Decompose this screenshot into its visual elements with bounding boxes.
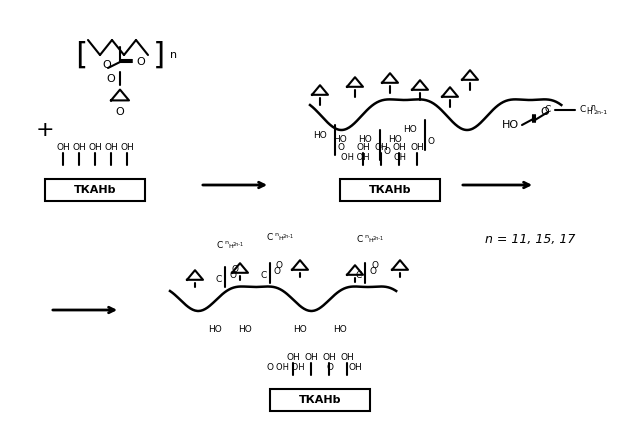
Text: OH: OH xyxy=(356,143,370,153)
Text: ТКАНb: ТКАНb xyxy=(299,395,341,405)
Text: C: C xyxy=(217,240,223,249)
Text: 2n-1: 2n-1 xyxy=(233,242,244,246)
Text: HO: HO xyxy=(388,136,402,145)
Text: H: H xyxy=(278,237,283,242)
Text: OH: OH xyxy=(394,153,406,162)
Text: n: n xyxy=(170,50,177,60)
Text: OH: OH xyxy=(72,143,86,153)
Text: HO: HO xyxy=(238,326,252,335)
Text: OH: OH xyxy=(348,363,362,373)
Text: n: n xyxy=(274,232,278,237)
Text: O: O xyxy=(276,262,283,271)
Text: O: O xyxy=(326,363,333,373)
Text: O: O xyxy=(106,74,115,84)
Text: H: H xyxy=(586,108,592,117)
Text: HO: HO xyxy=(333,326,347,335)
Text: OH OH: OH OH xyxy=(276,363,304,373)
Text: OH: OH xyxy=(340,354,354,363)
Bar xyxy=(340,179,440,201)
Text: H: H xyxy=(368,238,372,243)
Text: O: O xyxy=(102,60,111,70)
Text: HO: HO xyxy=(403,126,417,134)
Text: n: n xyxy=(364,234,368,240)
Text: HO: HO xyxy=(293,326,307,335)
Text: O: O xyxy=(274,268,281,276)
Text: OH: OH xyxy=(304,354,318,363)
Text: O: O xyxy=(266,363,273,373)
Text: OH: OH xyxy=(374,143,388,153)
Text: ТКАНb: ТКАНb xyxy=(369,185,412,195)
Text: H: H xyxy=(228,243,233,248)
Bar xyxy=(45,179,145,201)
Text: O: O xyxy=(369,268,376,276)
Text: OH: OH xyxy=(410,143,424,153)
Text: O: O xyxy=(540,107,548,117)
Text: OH: OH xyxy=(56,143,70,153)
Text: HO: HO xyxy=(358,136,372,145)
Text: C: C xyxy=(545,106,551,114)
Text: O: O xyxy=(338,142,345,151)
Text: O: O xyxy=(136,57,145,67)
Text: OH: OH xyxy=(286,354,300,363)
Text: OH: OH xyxy=(120,143,134,153)
Text: O: O xyxy=(231,265,238,274)
Text: OH OH: OH OH xyxy=(340,153,369,162)
Text: HO: HO xyxy=(208,326,222,335)
Text: n: n xyxy=(224,240,228,245)
Text: n = 11, 15, 17: n = 11, 15, 17 xyxy=(485,234,575,246)
Text: C: C xyxy=(357,235,363,245)
Text: HO: HO xyxy=(333,136,347,145)
Text: +: + xyxy=(36,120,54,140)
Text: O: O xyxy=(428,137,435,147)
Text: O: O xyxy=(383,148,390,156)
Text: C: C xyxy=(260,271,267,279)
Text: O: O xyxy=(229,271,236,281)
Text: C: C xyxy=(356,271,362,279)
Bar xyxy=(270,389,370,411)
Text: OH: OH xyxy=(104,143,118,153)
Text: O: O xyxy=(371,262,378,271)
Text: C: C xyxy=(267,234,273,243)
Text: [: [ xyxy=(71,41,89,70)
Text: HO: HO xyxy=(501,120,518,130)
Text: 2n-1: 2n-1 xyxy=(593,109,607,114)
Text: C: C xyxy=(216,274,222,284)
Text: 2n-1: 2n-1 xyxy=(283,234,294,240)
Text: ]: ] xyxy=(151,41,169,70)
Text: n: n xyxy=(590,103,595,112)
Text: OH: OH xyxy=(392,143,406,153)
Text: O: O xyxy=(116,107,124,117)
Text: 2n-1: 2n-1 xyxy=(373,237,384,242)
Text: C: C xyxy=(580,106,586,114)
Text: HO: HO xyxy=(313,131,327,139)
Text: OH: OH xyxy=(88,143,102,153)
Text: OH: OH xyxy=(322,354,336,363)
Text: ТКАНb: ТКАНb xyxy=(74,185,116,195)
